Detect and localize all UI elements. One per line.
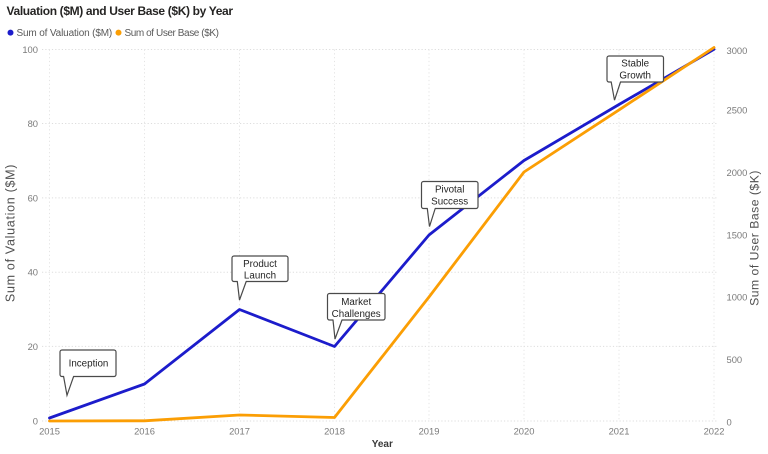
svg-text:3000: 3000 — [727, 45, 748, 56]
svg-text:40: 40 — [28, 267, 38, 278]
svg-text:Inception: Inception — [69, 359, 109, 370]
svg-text:Challenges: Challenges — [332, 309, 381, 320]
svg-text:Product: Product — [243, 259, 277, 270]
svg-text:2022: 2022 — [704, 425, 725, 436]
svg-text:500: 500 — [727, 354, 743, 365]
svg-text:2017: 2017 — [229, 425, 250, 436]
svg-text:2016: 2016 — [134, 425, 155, 436]
svg-text:Pivotal: Pivotal — [435, 185, 464, 196]
svg-text:2018: 2018 — [324, 425, 345, 436]
svg-text:100: 100 — [22, 44, 38, 55]
svg-text:20: 20 — [28, 341, 38, 352]
svg-text:2000: 2000 — [727, 167, 748, 178]
svg-text:0: 0 — [727, 417, 732, 428]
svg-text:Valuation ($M) and User Base (: Valuation ($M) and User Base ($K) by Yea… — [7, 4, 234, 18]
svg-text:80: 80 — [28, 118, 38, 129]
svg-text:2019: 2019 — [419, 425, 440, 436]
svg-text:Sum of User Base ($K): Sum of User Base ($K) — [125, 28, 219, 39]
svg-text:2500: 2500 — [727, 104, 748, 115]
svg-text:Success: Success — [431, 197, 468, 208]
svg-text:Launch: Launch — [244, 270, 276, 281]
svg-text:60: 60 — [28, 192, 38, 203]
svg-text:2021: 2021 — [609, 425, 630, 436]
svg-text:Growth: Growth — [619, 70, 651, 81]
svg-text:1500: 1500 — [727, 229, 748, 240]
svg-text:Market: Market — [341, 297, 371, 308]
svg-text:2020: 2020 — [514, 425, 535, 436]
svg-text:Sum of Valuation ($M): Sum of Valuation ($M) — [17, 28, 113, 39]
svg-text:1000: 1000 — [727, 292, 748, 303]
svg-text:2015: 2015 — [39, 425, 60, 436]
svg-text:Stable: Stable — [621, 58, 649, 69]
svg-text:Year: Year — [372, 439, 393, 450]
svg-text:0: 0 — [33, 416, 38, 427]
svg-text:Sum of Valuation ($M): Sum of Valuation ($M) — [4, 164, 18, 302]
svg-text:Sum of User Base ($K): Sum of User Base ($K) — [748, 170, 762, 306]
